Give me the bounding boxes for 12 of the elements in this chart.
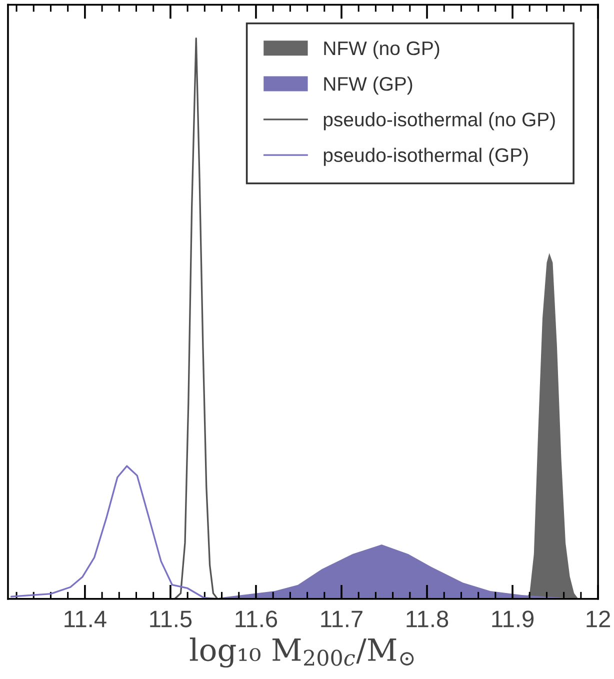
legend-label: NFW (GP)	[324, 76, 412, 95]
legend-label: NFW (no GP)	[324, 40, 440, 60]
legend-label: pseudo-isothermal (no GP)	[324, 112, 555, 130]
x-tick-label: 11.4	[64, 610, 106, 628]
x-tick-label: 11.5	[150, 610, 192, 628]
legend-label: pseudo-isothermal (GP)	[324, 148, 528, 166]
x-tick-label: 11.6	[236, 610, 278, 628]
x-tick-label: 11.8	[406, 610, 448, 628]
x-tick-label: 11.9	[492, 610, 534, 628]
x-axis-title: log₁₀ M$_{200c}$/M$_{⊙}$	[190, 638, 414, 668]
x-tick-label: 12	[586, 610, 610, 628]
x-tick-label: 11.7	[321, 610, 362, 628]
